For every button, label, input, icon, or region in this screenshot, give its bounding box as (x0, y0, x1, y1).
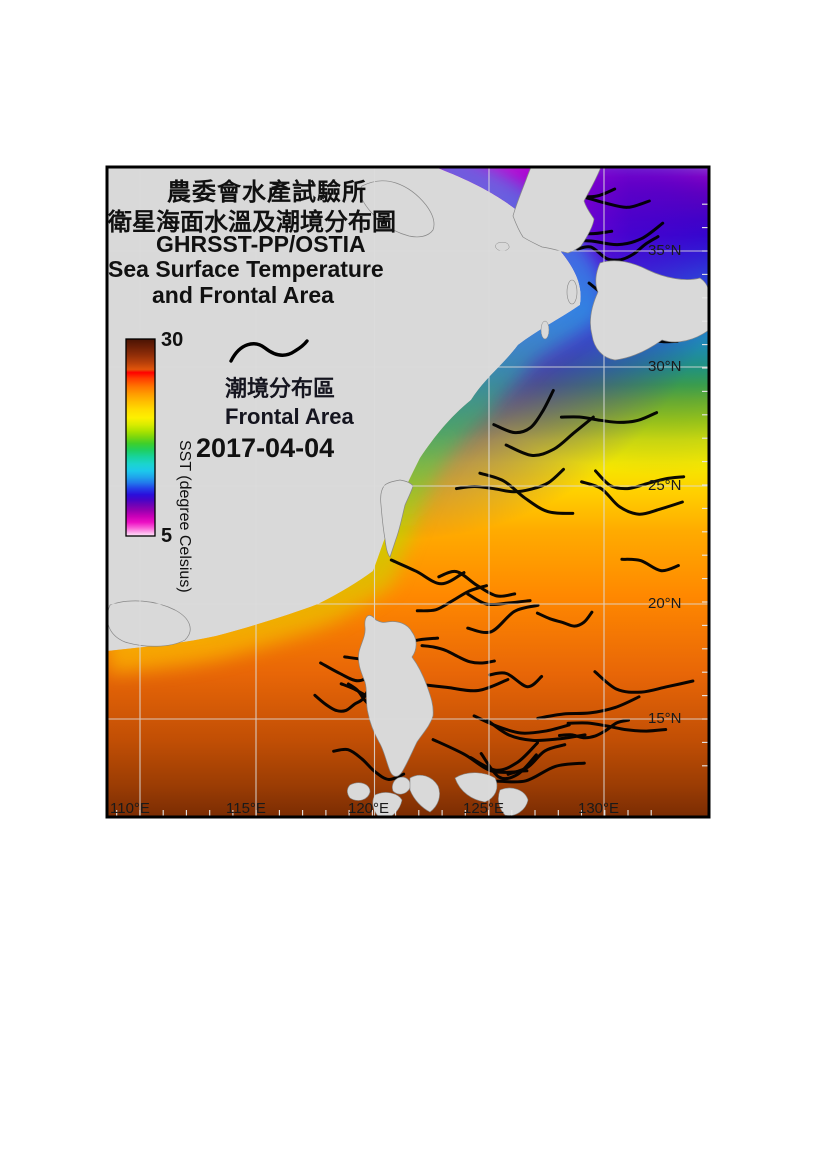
svg-text:25°N: 25°N (648, 477, 682, 494)
svg-text:15°N: 15°N (648, 710, 682, 727)
svg-text:and Frontal Area: and Frontal Area (152, 282, 334, 308)
svg-text:120°E: 120°E (348, 800, 389, 817)
svg-text:130°E: 130°E (578, 800, 619, 817)
svg-text:Frontal Area: Frontal Area (225, 404, 355, 429)
svg-text:125°E: 125°E (463, 800, 504, 817)
svg-text:農委會水產試驗所: 農委會水產試驗所 (167, 178, 367, 206)
svg-text:20°N: 20°N (648, 595, 682, 612)
svg-text:SST (degree Celsius): SST (degree Celsius) (176, 440, 193, 593)
svg-text:30°N: 30°N (648, 358, 682, 375)
svg-text:110°E: 110°E (110, 800, 150, 817)
svg-text:GHRSST-PP/OSTIA: GHRSST-PP/OSTIA (156, 231, 366, 257)
svg-text:30: 30 (161, 329, 183, 351)
svg-text:2017-04-04: 2017-04-04 (196, 433, 334, 463)
svg-text:Sea Surface Temperature: Sea Surface Temperature (108, 256, 384, 282)
svg-text:5: 5 (161, 525, 172, 547)
svg-text:潮境分布區: 潮境分布區 (225, 376, 335, 401)
svg-text:115°E: 115°E (226, 800, 266, 817)
svg-text:35°N: 35°N (648, 242, 682, 259)
